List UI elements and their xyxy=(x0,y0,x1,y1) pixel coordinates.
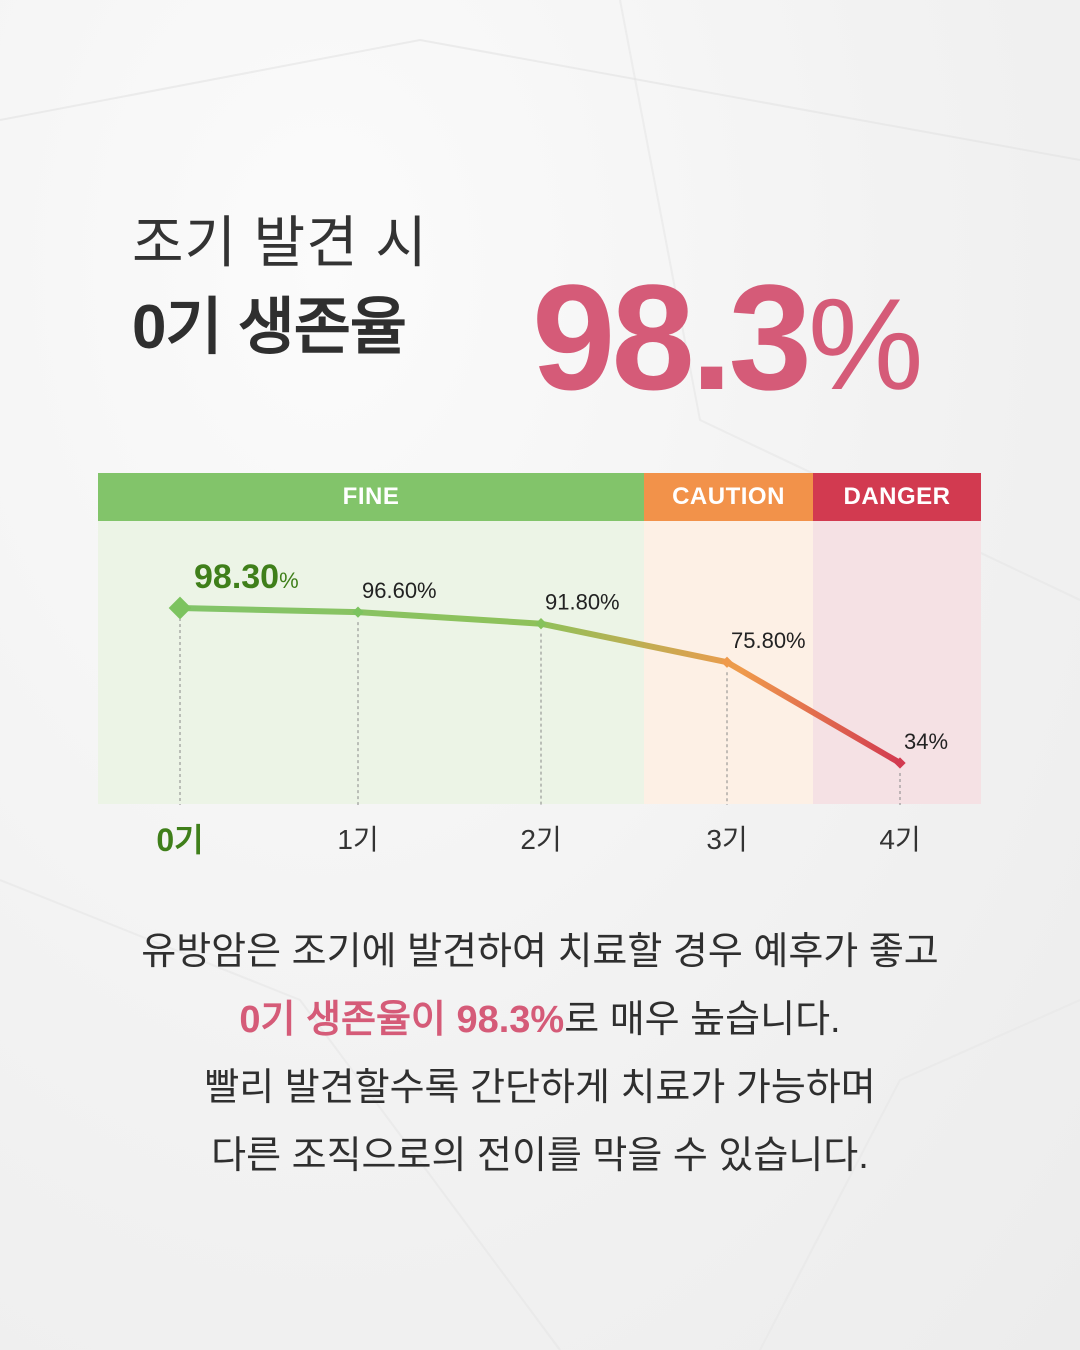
data-point xyxy=(352,606,364,618)
big-value: 98.3 xyxy=(532,253,812,421)
data-label: 96.60% xyxy=(362,578,437,603)
big-unit: % xyxy=(807,271,924,417)
category-label: 0기 xyxy=(156,822,204,858)
zone-header-caution: CAUTION xyxy=(644,473,813,521)
category-label: 4기 xyxy=(879,824,921,855)
headline-line1: 조기 발견 시 xyxy=(132,211,428,274)
description-line3: 빨리 발견할수록 간단하게 치료가 가능하며 xyxy=(204,1067,876,1109)
headline: 조기 발견 시 0기 생존율 xyxy=(132,215,428,359)
description-highlight: 0기 생존율이 98.3% xyxy=(239,999,565,1041)
category-label: 1기 xyxy=(337,824,379,855)
zone-header-fine: FINE xyxy=(98,473,644,521)
zone-fine-background xyxy=(98,521,644,804)
data-point xyxy=(535,618,547,630)
description-line2-rest: 로 매우 높습니다. xyxy=(564,999,841,1041)
data-point xyxy=(168,596,192,620)
data-point xyxy=(894,757,906,769)
data-point xyxy=(721,656,733,668)
data-label: 98.30% xyxy=(194,558,299,596)
description: 유방암은 조기에 발견하여 치료할 경우 예후가 좋고 0기 생존율이 98.3… xyxy=(0,918,1080,1190)
description-line1: 유방암은 조기에 발견하여 치료할 경우 예후가 좋고 xyxy=(141,931,939,973)
data-label: 91.80% xyxy=(545,590,620,615)
category-label: 3기 xyxy=(706,824,748,855)
description-line2: 0기 생존율이 98.3%로 매우 높습니다. xyxy=(0,986,1080,1054)
description-line4: 다른 조직으로의 전이를 막을 수 있습니다. xyxy=(211,1135,869,1177)
data-label: 34% xyxy=(904,729,948,754)
data-label-unit: % xyxy=(279,568,299,593)
category-label: 2기 xyxy=(520,824,562,855)
data-label: 75.80% xyxy=(731,628,806,653)
zone-danger-background xyxy=(813,521,981,804)
big-survival-rate: 98.3% xyxy=(532,262,924,412)
zone-header-danger: DANGER xyxy=(813,473,981,521)
headline-line2: 0기 생존율 xyxy=(132,293,407,362)
